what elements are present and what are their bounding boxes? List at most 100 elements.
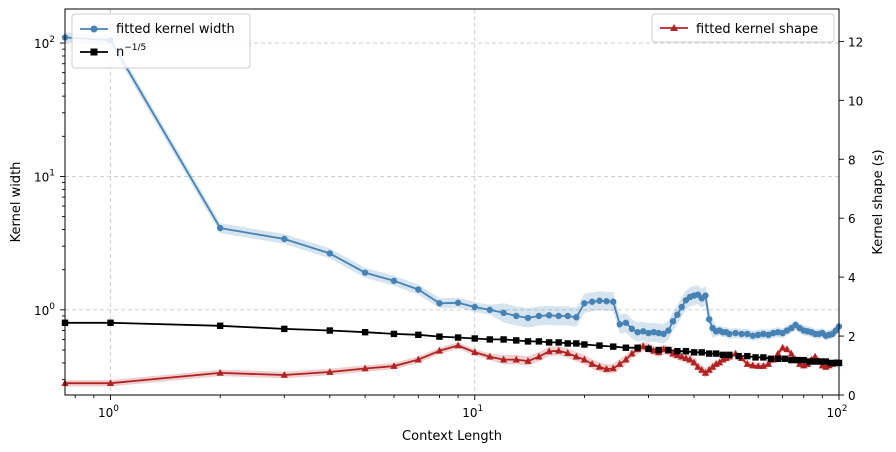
shape-point xyxy=(628,349,636,357)
n15-point xyxy=(752,354,759,361)
n15-point xyxy=(698,349,705,356)
width-point xyxy=(596,297,603,304)
n15-point xyxy=(781,355,789,362)
shape-point xyxy=(106,379,115,387)
x-tick-label: 100 xyxy=(98,404,119,420)
n15-point xyxy=(726,351,733,359)
n15-point xyxy=(794,356,801,364)
legend-left-box xyxy=(71,13,251,69)
n15-point xyxy=(645,345,652,353)
width-point xyxy=(705,316,713,323)
n15-point xyxy=(817,358,824,365)
width-point xyxy=(581,300,588,307)
n15-point xyxy=(767,355,775,362)
shape-point xyxy=(686,355,694,363)
shape-point xyxy=(774,349,782,357)
n15-point xyxy=(581,341,588,348)
n15-point xyxy=(806,358,813,365)
legend-right: fitted kernel shape xyxy=(651,13,835,43)
y-left-tick-base: 10 xyxy=(34,170,49,184)
legend-shape-marker xyxy=(670,24,678,31)
y-left-tick-base: 10 xyxy=(34,37,49,51)
width-point xyxy=(702,292,709,299)
legend-shape-label: fitted kernel shape xyxy=(696,22,818,37)
y-right-tick-label: 2 xyxy=(848,330,856,344)
shape-point xyxy=(682,354,690,361)
width-point xyxy=(650,328,657,336)
width-point xyxy=(555,312,562,320)
n15-point xyxy=(535,338,543,345)
x-tick-label: 102 xyxy=(826,404,847,420)
left-y-axis-label: Kernel width xyxy=(9,162,24,243)
width-point xyxy=(738,330,745,338)
x-tick-base: 10 xyxy=(462,406,477,420)
width-point xyxy=(216,224,224,232)
width-point xyxy=(500,309,507,317)
width-point xyxy=(770,329,777,337)
shape-point xyxy=(555,346,563,354)
legend-n15-marker xyxy=(90,48,98,56)
width-point xyxy=(665,327,672,334)
y-left-tick-base: 10 xyxy=(34,304,49,318)
shape-point xyxy=(326,368,334,375)
width-point xyxy=(628,325,636,333)
width-point xyxy=(749,332,757,339)
n15-point xyxy=(524,338,532,345)
n15-point xyxy=(760,354,767,361)
shape-point xyxy=(698,365,706,373)
width-point xyxy=(564,312,571,320)
shape-point xyxy=(690,358,698,366)
width-point xyxy=(765,331,772,339)
n15-point xyxy=(415,331,422,339)
shape-point xyxy=(216,368,224,376)
shape-point xyxy=(454,341,462,349)
shape-point xyxy=(609,364,617,372)
width-point xyxy=(760,330,767,338)
width-point xyxy=(415,286,422,293)
n15-point xyxy=(107,319,114,326)
shape-point xyxy=(580,355,589,363)
shape-point xyxy=(435,346,444,354)
n15-point xyxy=(216,322,224,329)
n15-point xyxy=(827,359,835,367)
n15-point xyxy=(800,356,807,364)
right-y-axis-label: Kernel shape (s) xyxy=(871,149,886,254)
shape-point xyxy=(796,360,804,367)
shape-point xyxy=(749,361,757,369)
width-point xyxy=(535,312,543,320)
n15-point xyxy=(361,328,369,336)
width-point xyxy=(754,331,762,339)
legend-n15-base: n xyxy=(116,45,124,60)
legend-width-label: fitted kernel width xyxy=(116,22,235,37)
n15-point xyxy=(811,358,819,365)
shape-point xyxy=(709,363,717,370)
width-point xyxy=(634,328,641,336)
shape-point xyxy=(678,352,686,360)
y-right-tick-label: 4 xyxy=(848,271,856,285)
shape-point xyxy=(673,351,681,359)
y-right-tick-label: 10 xyxy=(848,94,863,108)
n15-point xyxy=(744,352,751,360)
shape-point xyxy=(361,364,369,372)
width-point xyxy=(622,319,630,326)
x-tick-base: 10 xyxy=(826,406,841,420)
width-point xyxy=(678,303,685,311)
n15-point xyxy=(454,334,462,341)
width-point xyxy=(669,318,677,325)
width-point xyxy=(513,312,520,320)
shape-point xyxy=(414,355,422,363)
legend-width-marker xyxy=(90,25,98,33)
n15-point xyxy=(486,336,494,343)
shape-point xyxy=(499,355,508,363)
width-point xyxy=(744,330,751,338)
n15-point xyxy=(622,344,630,351)
y-left-tick-label: 100 xyxy=(34,302,55,318)
x-tick-exponent: 1 xyxy=(478,404,484,414)
n15-point xyxy=(690,349,698,356)
n15-point xyxy=(436,333,443,340)
shape-point xyxy=(650,346,658,354)
width-point xyxy=(588,298,596,305)
series-markers xyxy=(61,34,843,387)
shape-confidence-band xyxy=(65,341,839,387)
